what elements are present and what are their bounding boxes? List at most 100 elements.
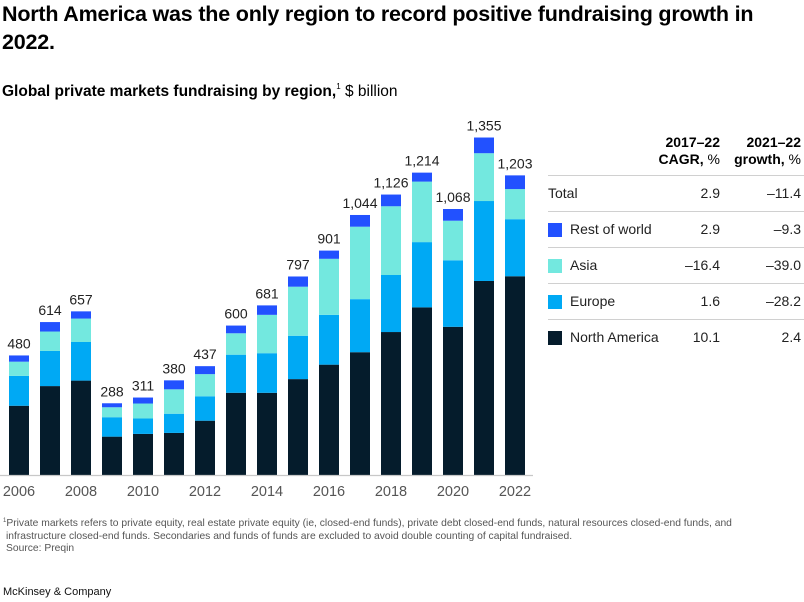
bar-segment-north-america-2014 — [257, 392, 277, 475]
bar-segment-rest-of-world-2008 — [71, 311, 91, 319]
bar-segment-europe-2017 — [350, 299, 370, 353]
table-row-europe: Europe 1.6 –28.2 — [548, 283, 804, 320]
bar-segment-north-america-2018 — [381, 332, 401, 475]
row-cagr: –16.4 — [684, 257, 720, 273]
bar-segment-europe-2016 — [319, 314, 339, 365]
col-header-growth-period: 2021–22 — [746, 134, 801, 150]
x-tick-label-2016: 2016 — [313, 484, 345, 500]
bar-segment-rest-of-world-2019 — [412, 172, 432, 182]
bar-segment-north-america-2008 — [71, 380, 91, 475]
bar-segment-asia-2013 — [226, 333, 246, 355]
table-row-total: Total 2.9 –11.4 — [548, 175, 804, 212]
total-labels-group: 480 614 657 288 311 380 437 600 681 797 901 1,044 1,… — [7, 118, 532, 400]
bar-total-label-2008: 657 — [69, 291, 93, 307]
bar-segment-europe-2014 — [257, 353, 277, 393]
bar-total-label-2009: 288 — [100, 383, 124, 399]
bar-segment-asia-2018 — [381, 206, 401, 275]
bar-segment-north-america-2010 — [133, 433, 153, 475]
footnote: 1Private markets refers to private equit… — [3, 515, 803, 556]
bar-segment-rest-of-world-2018 — [381, 194, 401, 207]
row-cagr: 1.6 — [700, 293, 720, 309]
x-tick-label-2010: 2010 — [127, 484, 159, 500]
bar-total-label-2012: 437 — [193, 346, 217, 362]
x-tick-label-2014: 2014 — [251, 484, 283, 500]
subtitle-unit: $ billion — [340, 83, 398, 100]
bar-segment-rest-of-world-2010 — [133, 397, 153, 404]
bar-segment-rest-of-world-2014 — [257, 305, 277, 315]
bar-segment-north-america-2013 — [226, 392, 246, 475]
bar-segment-asia-2012 — [195, 374, 215, 397]
footnote-line-2: infrastructure closed-end funds. Seconda… — [6, 530, 573, 542]
bar-segment-asia-2019 — [412, 181, 432, 243]
bar-total-label-2010: 311 — [132, 378, 155, 394]
bar-segment-asia-2007 — [40, 331, 60, 351]
bar-total-label-2018: 1,126 — [373, 175, 408, 191]
bar-segment-europe-2009 — [102, 417, 122, 437]
col-header-growth-label: growth, — [734, 151, 785, 167]
col-header-growth: 2021–22 growth, % — [734, 134, 801, 168]
bar-segment-rest-of-world-2020 — [443, 209, 463, 221]
subtitle-text: Global private markets fundraising by re… — [2, 83, 337, 100]
bar-segment-asia-2011 — [164, 389, 184, 414]
chart-subtitle: Global private markets fundraising by re… — [2, 77, 398, 102]
bar-segment-rest-of-world-2009 — [102, 403, 122, 408]
bar-segment-north-america-2009 — [102, 436, 122, 475]
bar-segment-europe-2022 — [505, 219, 525, 277]
bar-segment-europe-2008 — [71, 342, 91, 381]
bar-segment-europe-2019 — [412, 242, 432, 308]
bar-segment-asia-2020 — [443, 220, 463, 261]
legend-swatch-europe — [548, 295, 562, 309]
table-row-asia: Asia –16.4 –39.0 — [548, 247, 804, 284]
legend-swatch-asia — [548, 259, 562, 273]
bar-segment-rest-of-world-2013 — [226, 325, 246, 334]
bar-total-label-2014: 681 — [255, 285, 279, 301]
bar-total-label-2013: 600 — [224, 306, 248, 322]
row-growth: –9.3 — [773, 221, 801, 237]
row-cagr: 2.9 — [700, 221, 720, 237]
x-tick-label-2008: 2008 — [65, 484, 97, 500]
bar-segment-north-america-2015 — [288, 379, 308, 475]
bar-segment-europe-2018 — [381, 275, 401, 333]
x-tick-label-2020: 2020 — [437, 484, 469, 500]
legend-swatch-north-america — [548, 331, 562, 345]
bar-segment-rest-of-world-2016 — [319, 250, 339, 259]
bar-segment-asia-2014 — [257, 314, 277, 354]
bar-segment-europe-2021 — [474, 201, 494, 281]
bar-segment-europe-2011 — [164, 413, 184, 433]
col-header-cagr-label: CAGR, — [658, 151, 704, 167]
col-header-cagr-period: 2017–22 — [665, 134, 720, 150]
bar-total-label-2022: 1,203 — [497, 155, 532, 171]
footnote-line-1: Private markets refers to private equity… — [6, 518, 732, 529]
row-label: Asia — [570, 257, 598, 273]
bar-total-label-2011: 380 — [162, 360, 186, 376]
bar-segment-rest-of-world-2017 — [350, 214, 370, 227]
x-tick-label-2012: 2012 — [189, 484, 221, 500]
bar-segment-asia-2017 — [350, 226, 370, 300]
row-label: Rest of world — [570, 221, 652, 237]
row-cagr: 2.9 — [700, 185, 720, 201]
x-tick-labels-group: 2006 2008 2010 2012 2014 2016 2018 2020 2022 — [3, 484, 531, 500]
row-growth: –28.2 — [765, 293, 801, 309]
bar-segment-asia-2010 — [133, 403, 153, 419]
bar-total-label-2016: 901 — [317, 231, 341, 247]
brand-logo-text: McKinsey & Company — [3, 586, 112, 598]
bar-segment-europe-2012 — [195, 396, 215, 421]
bars-group — [9, 137, 525, 475]
bar-total-label-2006: 480 — [7, 335, 31, 351]
bar-segment-europe-2020 — [443, 260, 463, 327]
bar-segment-rest-of-world-2006 — [9, 355, 29, 362]
bar-segment-europe-2013 — [226, 354, 246, 393]
bar-segment-north-america-2006 — [9, 405, 29, 475]
x-tick-label-2006: 2006 — [3, 484, 35, 500]
bar-segment-north-america-2011 — [164, 432, 184, 475]
bar-segment-rest-of-world-2007 — [40, 322, 60, 332]
footnote-number: 1 — [3, 518, 7, 524]
bar-segment-north-america-2022 — [505, 276, 525, 475]
row-growth: 2.4 — [781, 329, 801, 345]
bar-total-label-2007: 614 — [38, 302, 62, 318]
bar-segment-europe-2007 — [40, 350, 60, 387]
legend-swatch-rest-of-world — [548, 223, 562, 237]
col-header-cagr: 2017–22 CAGR, % — [659, 134, 720, 168]
bar-segment-north-america-2012 — [195, 420, 215, 475]
row-label: North America — [570, 329, 659, 345]
